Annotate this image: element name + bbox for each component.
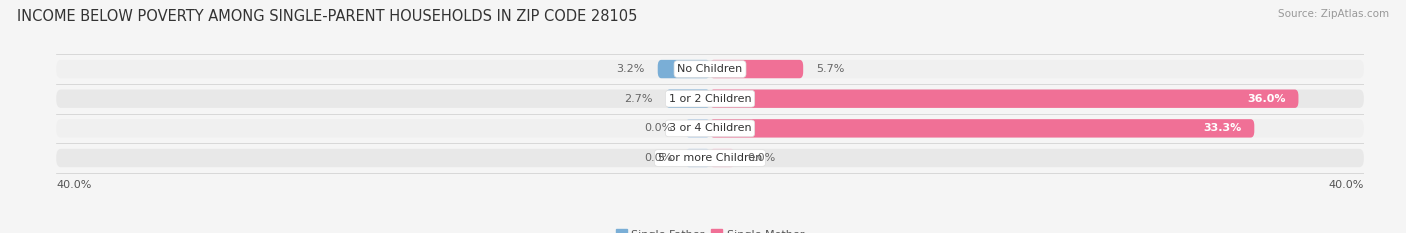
Text: 5 or more Children: 5 or more Children <box>658 153 762 163</box>
Text: 0.0%: 0.0% <box>644 123 672 133</box>
Text: 40.0%: 40.0% <box>1329 180 1364 190</box>
Text: 40.0%: 40.0% <box>56 180 91 190</box>
FancyBboxPatch shape <box>56 119 1364 137</box>
FancyBboxPatch shape <box>710 89 1299 108</box>
Text: 33.3%: 33.3% <box>1204 123 1241 133</box>
FancyBboxPatch shape <box>710 119 1254 137</box>
Text: 1 or 2 Children: 1 or 2 Children <box>669 94 751 104</box>
Text: 0.0%: 0.0% <box>748 153 776 163</box>
Text: 5.7%: 5.7% <box>817 64 845 74</box>
Text: 36.0%: 36.0% <box>1247 94 1285 104</box>
Text: No Children: No Children <box>678 64 742 74</box>
Text: 2.7%: 2.7% <box>624 94 652 104</box>
FancyBboxPatch shape <box>710 60 803 78</box>
FancyBboxPatch shape <box>658 60 710 78</box>
FancyBboxPatch shape <box>56 60 1364 78</box>
FancyBboxPatch shape <box>666 89 710 108</box>
Text: INCOME BELOW POVERTY AMONG SINGLE-PARENT HOUSEHOLDS IN ZIP CODE 28105: INCOME BELOW POVERTY AMONG SINGLE-PARENT… <box>17 9 637 24</box>
FancyBboxPatch shape <box>56 149 1364 167</box>
FancyBboxPatch shape <box>56 89 1364 108</box>
FancyBboxPatch shape <box>686 119 710 137</box>
Text: 3.2%: 3.2% <box>616 64 644 74</box>
Text: 3 or 4 Children: 3 or 4 Children <box>669 123 751 133</box>
FancyBboxPatch shape <box>710 149 734 167</box>
Text: 0.0%: 0.0% <box>644 153 672 163</box>
FancyBboxPatch shape <box>686 149 710 167</box>
Legend: Single Father, Single Mother: Single Father, Single Mother <box>612 225 808 233</box>
Text: Source: ZipAtlas.com: Source: ZipAtlas.com <box>1278 9 1389 19</box>
